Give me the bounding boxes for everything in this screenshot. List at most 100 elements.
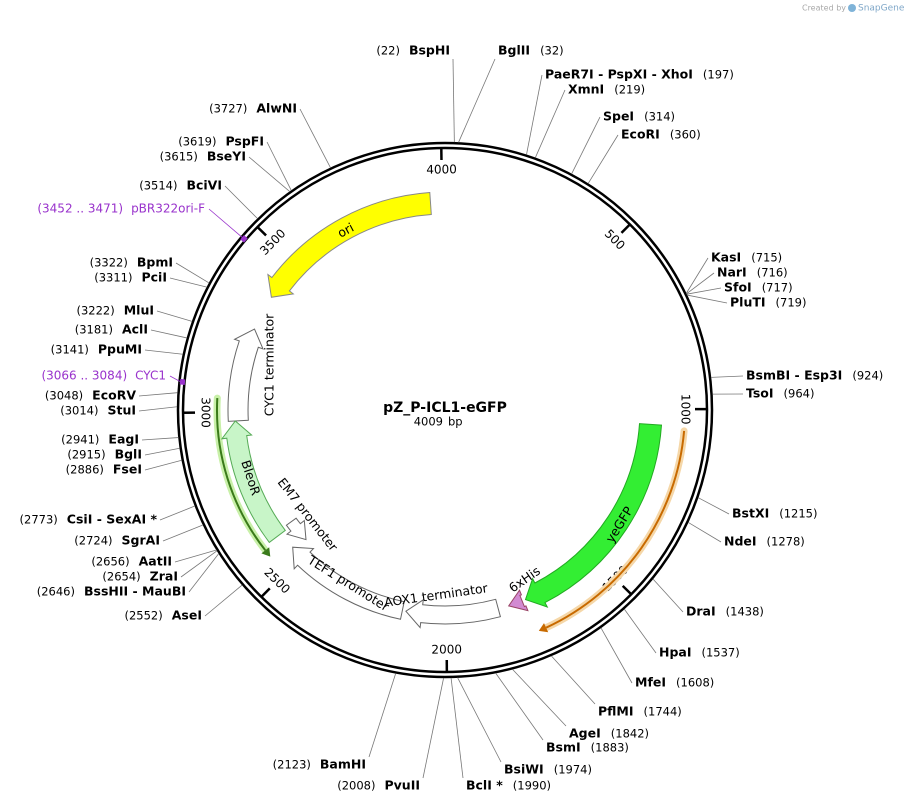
enzyme-name: HpaI bbox=[659, 645, 692, 660]
tick-mark bbox=[260, 587, 271, 598]
enzyme-leader bbox=[174, 549, 217, 563]
enzyme-position: (314) bbox=[644, 110, 675, 124]
enzyme-name: BpmI bbox=[137, 255, 173, 270]
enzyme-leader bbox=[141, 437, 179, 441]
enzyme-leader bbox=[422, 677, 444, 779]
plasmid-length: 4009 bbox=[414, 415, 443, 429]
enzyme-position: (3141) bbox=[51, 343, 89, 357]
tick-label: 3000 bbox=[198, 397, 212, 428]
enzyme-leader bbox=[144, 447, 180, 456]
enzyme-leader bbox=[686, 287, 722, 295]
enzyme-position: (197) bbox=[703, 68, 734, 82]
enzyme-position: (1278) bbox=[767, 535, 805, 549]
enzyme-name: DraI bbox=[686, 604, 716, 619]
enzyme-position: (3322) bbox=[90, 256, 128, 270]
enzyme-name: ZraI bbox=[150, 569, 178, 584]
enzyme-position: (715) bbox=[751, 251, 782, 265]
plasmid-name: pZ_P-ICL1-eGFP bbox=[383, 400, 507, 416]
feature-label: EM7 promoter bbox=[275, 475, 342, 555]
enzyme-position: (719) bbox=[776, 296, 807, 310]
enzyme-position: (3181) bbox=[75, 323, 113, 337]
enzyme-position: (1537) bbox=[702, 646, 740, 660]
enzyme-position: (2646) bbox=[37, 585, 75, 599]
enzyme-name: MluI bbox=[124, 303, 154, 318]
enzyme-position: (2724) bbox=[74, 534, 112, 548]
feature-arrow bbox=[227, 328, 264, 422]
backbone-outer bbox=[176, 141, 714, 679]
enzyme-name: SpeI bbox=[603, 109, 634, 124]
enzyme-leader bbox=[526, 74, 543, 155]
primer-range: (3452 .. 3471) bbox=[37, 202, 123, 216]
enzyme-position: (1842) bbox=[611, 727, 649, 741]
enzyme-leader bbox=[150, 329, 187, 339]
primer-leader bbox=[208, 208, 243, 238]
enzyme-position: (32) bbox=[540, 44, 564, 58]
enzyme-leader bbox=[457, 677, 502, 763]
enzyme-leader bbox=[551, 655, 596, 705]
enzyme-position: (717) bbox=[762, 281, 793, 295]
credit-brand: SnapGene bbox=[858, 4, 905, 14]
enzyme-leader bbox=[600, 627, 633, 684]
feature-arrow bbox=[292, 546, 405, 620]
feature-label: TEF1 promoter bbox=[304, 552, 392, 615]
enzyme-position: (1438) bbox=[726, 605, 764, 619]
enzyme-leader bbox=[144, 349, 183, 355]
enzyme-leader bbox=[698, 497, 730, 515]
unlabeled-feature-head bbox=[538, 623, 549, 633]
enzyme-leader bbox=[175, 262, 210, 284]
enzyme-position: (1883) bbox=[591, 741, 629, 755]
enzyme-leader bbox=[587, 134, 619, 184]
enzyme-position: (3615) bbox=[160, 150, 198, 164]
feature-arrow bbox=[405, 598, 502, 629]
enzyme-name: SgrAI bbox=[122, 533, 160, 548]
enzyme-leader bbox=[138, 392, 178, 397]
enzyme-position: (2654) bbox=[102, 570, 140, 584]
feature-arrow bbox=[220, 420, 287, 544]
enzyme-position: (964) bbox=[784, 387, 815, 401]
feature-arrow bbox=[524, 423, 663, 608]
primer-leader bbox=[169, 375, 181, 383]
enzyme-position: (3014) bbox=[60, 404, 98, 418]
enzyme-name: BciVI bbox=[186, 178, 222, 193]
enzyme-position: (2915) bbox=[67, 448, 105, 462]
enzyme-name: SfoI bbox=[724, 280, 752, 295]
enzyme-leader bbox=[458, 58, 496, 143]
length-unit: bp bbox=[448, 415, 463, 429]
enzyme-leader bbox=[248, 156, 291, 192]
enzyme-leader bbox=[368, 673, 397, 758]
enzyme-leader bbox=[512, 669, 567, 727]
enzyme-position: (2656) bbox=[91, 555, 129, 569]
enzyme-leader bbox=[224, 185, 258, 219]
enzyme-position: (2008) bbox=[337, 779, 375, 793]
enzyme-name: PpuMI bbox=[98, 342, 142, 357]
enzyme-name: FseI bbox=[113, 462, 142, 477]
enzyme-position: (3619) bbox=[178, 135, 216, 149]
enzyme-position: (2941) bbox=[61, 433, 99, 447]
enzyme-leader bbox=[687, 294, 728, 304]
enzyme-name: PflMI bbox=[598, 704, 634, 719]
enzyme-name: PluTI bbox=[730, 295, 766, 310]
enzyme-position: (3514) bbox=[139, 179, 177, 193]
enzyme-position: (716) bbox=[757, 266, 788, 280]
enzyme-name: PciI bbox=[141, 270, 167, 285]
primer-label: CYC1 bbox=[135, 369, 166, 383]
enzyme-leader bbox=[688, 522, 722, 543]
enzyme-leader bbox=[162, 524, 204, 542]
feature-arrow bbox=[285, 517, 307, 541]
enzyme-name: BclI * bbox=[466, 778, 503, 793]
enzyme-name: EcoRI bbox=[621, 127, 660, 142]
enzyme-name: BsiWI bbox=[504, 762, 544, 777]
enzyme-position: (2552) bbox=[125, 609, 163, 623]
primer-mark bbox=[179, 378, 186, 385]
enzyme-leader bbox=[169, 277, 207, 288]
enzyme-name: BssHII - MauBI bbox=[84, 584, 186, 599]
enzyme-position: (3311) bbox=[94, 271, 132, 285]
enzyme-name: StuI bbox=[107, 403, 136, 418]
enzyme-leader bbox=[686, 272, 715, 295]
enzyme-name: PaeR7I - PspXI - XhoI bbox=[545, 67, 693, 82]
enzyme-name: PspFI bbox=[225, 134, 264, 149]
enzyme-position: (3727) bbox=[209, 102, 247, 116]
enzyme-name: BamHI bbox=[320, 757, 366, 772]
